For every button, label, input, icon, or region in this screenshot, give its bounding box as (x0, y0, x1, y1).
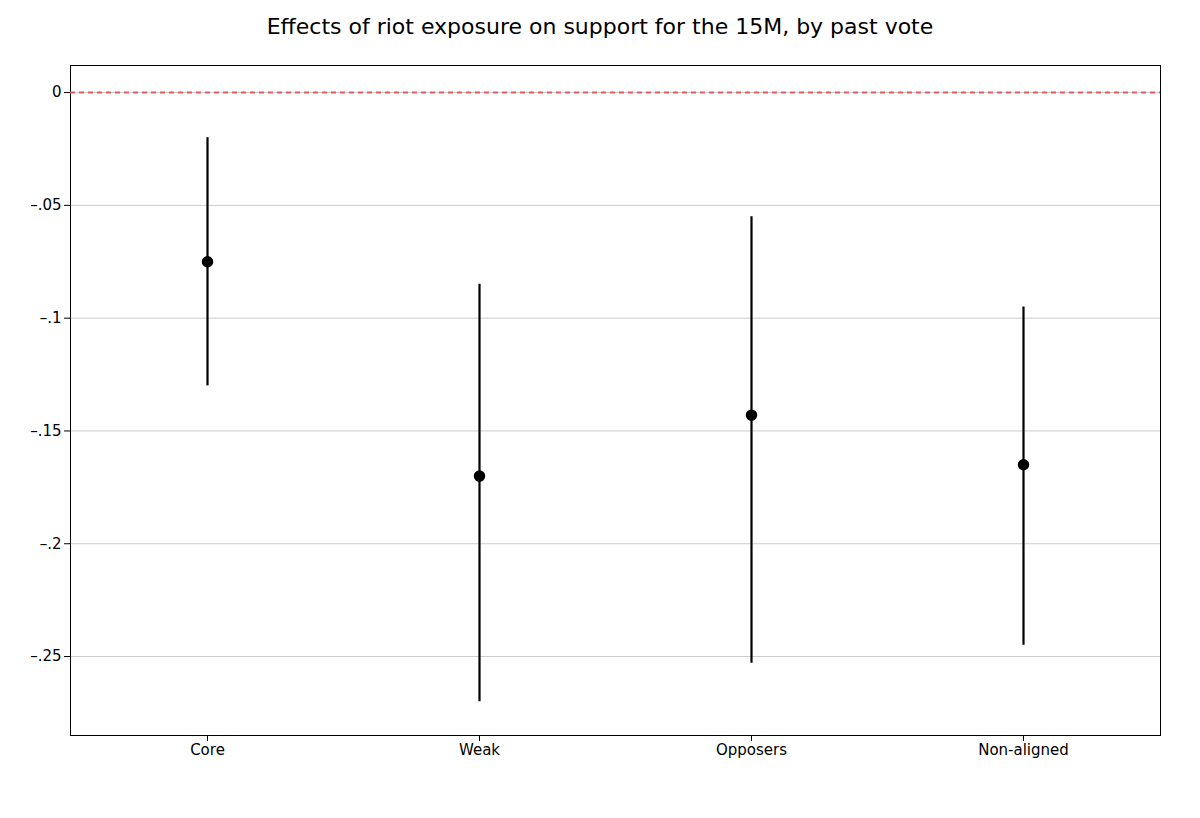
svg-text:–.25: –.25 (30, 647, 61, 665)
svg-text:Opposers: Opposers (716, 741, 787, 759)
svg-text:–.05: –.05 (30, 196, 61, 214)
svg-text:Non-aligned: Non-aligned (978, 741, 1069, 759)
svg-text:–.1: –.1 (40, 309, 62, 327)
svg-text:–.2: –.2 (40, 535, 62, 553)
svg-text:–.15: –.15 (30, 422, 61, 440)
html-text:Effects of riot exposure on su: Effects of riot exposure on support for … (266, 14, 934, 39)
svg-text:0: 0 (52, 83, 62, 101)
svg-text:Weak: Weak (459, 741, 500, 759)
svg-text:Core: Core (190, 741, 225, 759)
